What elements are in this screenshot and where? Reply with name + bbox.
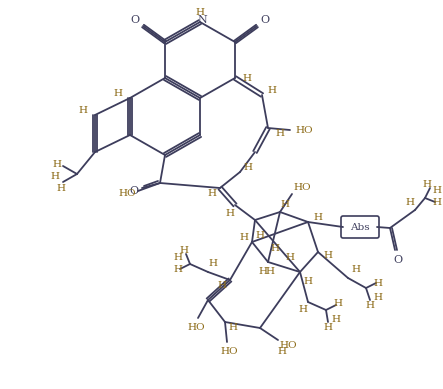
- Text: H: H: [405, 198, 415, 207]
- Text: H: H: [365, 301, 374, 310]
- Text: H: H: [280, 200, 289, 209]
- Text: HO: HO: [279, 342, 297, 350]
- Text: N: N: [197, 15, 207, 25]
- Text: H: H: [218, 280, 226, 289]
- Text: H: H: [225, 209, 234, 217]
- Text: O: O: [129, 186, 139, 196]
- Text: H: H: [259, 268, 268, 277]
- Text: O: O: [260, 15, 269, 25]
- Text: Abs: Abs: [350, 223, 370, 231]
- Text: H: H: [229, 322, 237, 331]
- Text: H: H: [265, 268, 275, 277]
- Text: H: H: [244, 163, 253, 172]
- Text: H: H: [174, 254, 183, 263]
- Text: H: H: [207, 189, 217, 198]
- Text: HO: HO: [293, 182, 311, 191]
- Text: H: H: [271, 244, 280, 252]
- FancyBboxPatch shape: [341, 216, 379, 238]
- Text: H: H: [277, 347, 287, 356]
- Text: H: H: [423, 179, 431, 189]
- Text: H: H: [242, 74, 252, 82]
- Text: H: H: [179, 245, 189, 254]
- Text: H: H: [331, 315, 341, 324]
- Text: H: H: [209, 259, 218, 268]
- Text: H: H: [256, 231, 264, 240]
- Text: H: H: [276, 128, 284, 137]
- Text: H: H: [268, 86, 276, 95]
- Text: H: H: [314, 212, 323, 221]
- Text: O: O: [130, 15, 140, 25]
- Text: H: H: [373, 293, 382, 303]
- Text: H: H: [351, 266, 361, 275]
- Text: HO: HO: [220, 347, 238, 356]
- Text: H: H: [53, 159, 62, 168]
- Text: H: H: [303, 277, 312, 287]
- Text: H: H: [323, 324, 333, 333]
- Text: H: H: [432, 198, 442, 207]
- Text: H: H: [285, 254, 295, 263]
- Text: HO: HO: [118, 189, 136, 198]
- Text: HO: HO: [187, 324, 205, 333]
- Text: H: H: [432, 186, 442, 194]
- Text: HO: HO: [295, 126, 313, 135]
- Text: H: H: [57, 184, 66, 193]
- Text: H: H: [240, 233, 249, 242]
- Text: H: H: [78, 105, 88, 114]
- Text: H: H: [334, 300, 342, 308]
- Text: O: O: [393, 255, 403, 265]
- Text: H: H: [174, 266, 183, 275]
- Text: H: H: [51, 172, 59, 180]
- Text: H: H: [299, 305, 307, 314]
- Text: H: H: [113, 89, 123, 98]
- Text: H: H: [323, 251, 333, 259]
- Text: H: H: [195, 7, 205, 16]
- Text: H: H: [373, 279, 382, 287]
